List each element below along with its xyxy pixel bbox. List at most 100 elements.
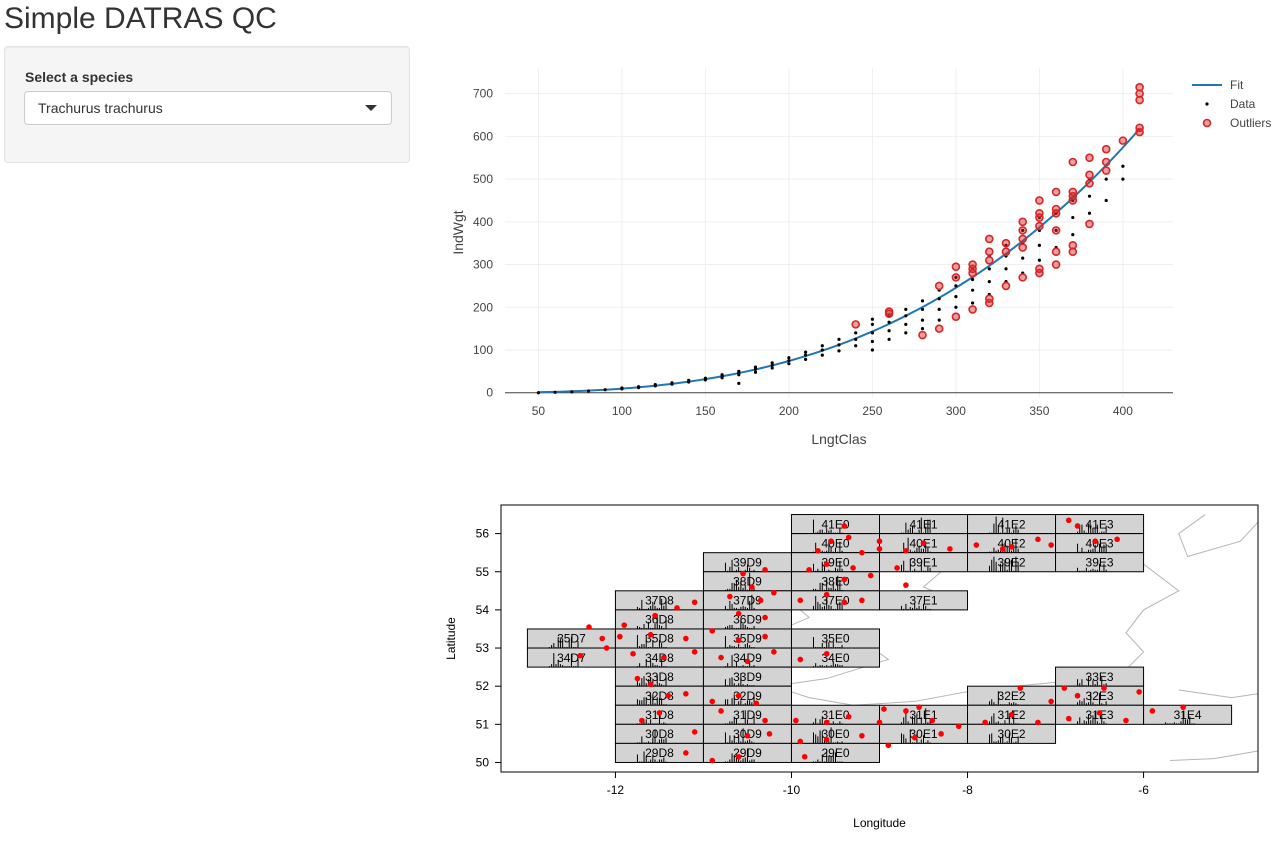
rectangle-label: 30E2 (998, 727, 1026, 741)
haul-point (762, 717, 768, 724)
haul-point (740, 570, 746, 577)
haul-point (691, 649, 698, 655)
haul-point (823, 736, 830, 743)
haul-point (577, 652, 584, 659)
legend-outliers-swatch (1202, 118, 1212, 128)
data-point (1021, 228, 1025, 232)
x-tick-label: 300 (946, 404, 966, 418)
coastline (1178, 514, 1259, 558)
outlier-point (984, 294, 994, 304)
haul-point (894, 565, 900, 571)
x-tick-label: -8 (962, 783, 973, 797)
data-point (770, 366, 774, 370)
rectangle-label: 32D9 (733, 689, 762, 703)
legend-outliers-label: Outliers (1230, 116, 1271, 130)
length-frequency-histogram (1077, 523, 1107, 534)
data-point (787, 362, 791, 366)
haul-point (744, 658, 751, 665)
data-point (553, 390, 557, 394)
haul-point (1074, 523, 1081, 529)
data-point (703, 376, 707, 380)
haul-point (718, 708, 724, 714)
haul-point (709, 628, 716, 634)
rectangle-label: 31E0 (821, 708, 849, 722)
x-tick-label: 50 (532, 404, 546, 418)
y-tick-label: 400 (473, 215, 493, 229)
data-point (1071, 215, 1075, 220)
data-point (887, 320, 891, 324)
sidebar-panel: Select a species Trachurus trachurus (4, 46, 410, 163)
haul-point (801, 753, 808, 760)
data-point (787, 359, 791, 363)
haul-point (639, 717, 645, 724)
haul-point (1048, 542, 1054, 548)
rectangle-label: 35E0 (821, 632, 849, 646)
data-point (920, 327, 925, 331)
data-point (937, 318, 941, 322)
outlier-point (1118, 136, 1128, 145)
outlier-point (1018, 226, 1028, 235)
haul-point (911, 734, 918, 741)
haul-point (735, 692, 742, 699)
data-point (770, 361, 774, 365)
x-tick-label: 350 (1029, 404, 1049, 418)
haul-point (683, 750, 689, 756)
data-point (904, 331, 908, 335)
haul-point (797, 656, 804, 663)
data-point (954, 284, 958, 288)
app-title: Simple DATRAS QC (4, 2, 277, 35)
haul-point (1035, 719, 1041, 726)
haul-point (735, 637, 742, 644)
outlier-point (1035, 208, 1044, 218)
haul-point (903, 582, 909, 588)
data-point (904, 314, 908, 318)
data-point (637, 385, 641, 389)
length-frequency-histogram (989, 733, 1019, 744)
data-point (854, 331, 858, 335)
rectangle-label: 39E3 (1086, 555, 1114, 569)
data-point (904, 322, 908, 326)
outlier-point (968, 305, 977, 314)
species-select[interactable]: Trachurus trachurus (24, 91, 392, 125)
length-frequency-histogram (1077, 677, 1107, 687)
haul-point (749, 584, 755, 590)
length-frequency-histogram (1077, 712, 1107, 725)
haul-point (823, 650, 830, 657)
data-point (1087, 194, 1092, 198)
rectangle-label: 30D8 (645, 727, 674, 741)
haul-point (797, 738, 804, 745)
haul-point (771, 649, 777, 655)
y-tick-label: 600 (473, 129, 493, 143)
haul-point (1180, 704, 1186, 710)
outlier-point (1051, 260, 1061, 269)
y-axis-label: IndWgt (450, 210, 466, 254)
data-point (820, 348, 824, 352)
haul-point (621, 622, 628, 628)
data-point (1121, 164, 1125, 168)
rectangle-label: 36D8 (645, 613, 674, 627)
outlier-point (1068, 157, 1078, 167)
length-frequency-histogram (636, 694, 667, 706)
outlier-point (1051, 204, 1061, 214)
outlier-point (1018, 234, 1028, 244)
data-point (586, 389, 591, 393)
length-frequency-histogram (724, 710, 755, 725)
data-point (804, 353, 808, 357)
outlier-point (1101, 144, 1111, 154)
rectangle-label: 29D8 (645, 746, 674, 760)
rectangle-label: 33D9 (733, 670, 762, 684)
data-point (1037, 243, 1041, 247)
data-point (920, 307, 925, 312)
data-point (1071, 233, 1075, 237)
outlier-point (1051, 187, 1061, 197)
outlier-point (1018, 243, 1028, 252)
data-point (870, 331, 874, 335)
outlier-point (968, 260, 977, 269)
rectangle-label: 38D9 (733, 574, 762, 588)
haul-point (920, 540, 927, 546)
haul-point (1061, 685, 1068, 691)
rectangle-label: 39E1 (909, 555, 937, 569)
haul-point (661, 654, 667, 661)
haul-point (903, 708, 909, 714)
data-point (603, 388, 607, 392)
